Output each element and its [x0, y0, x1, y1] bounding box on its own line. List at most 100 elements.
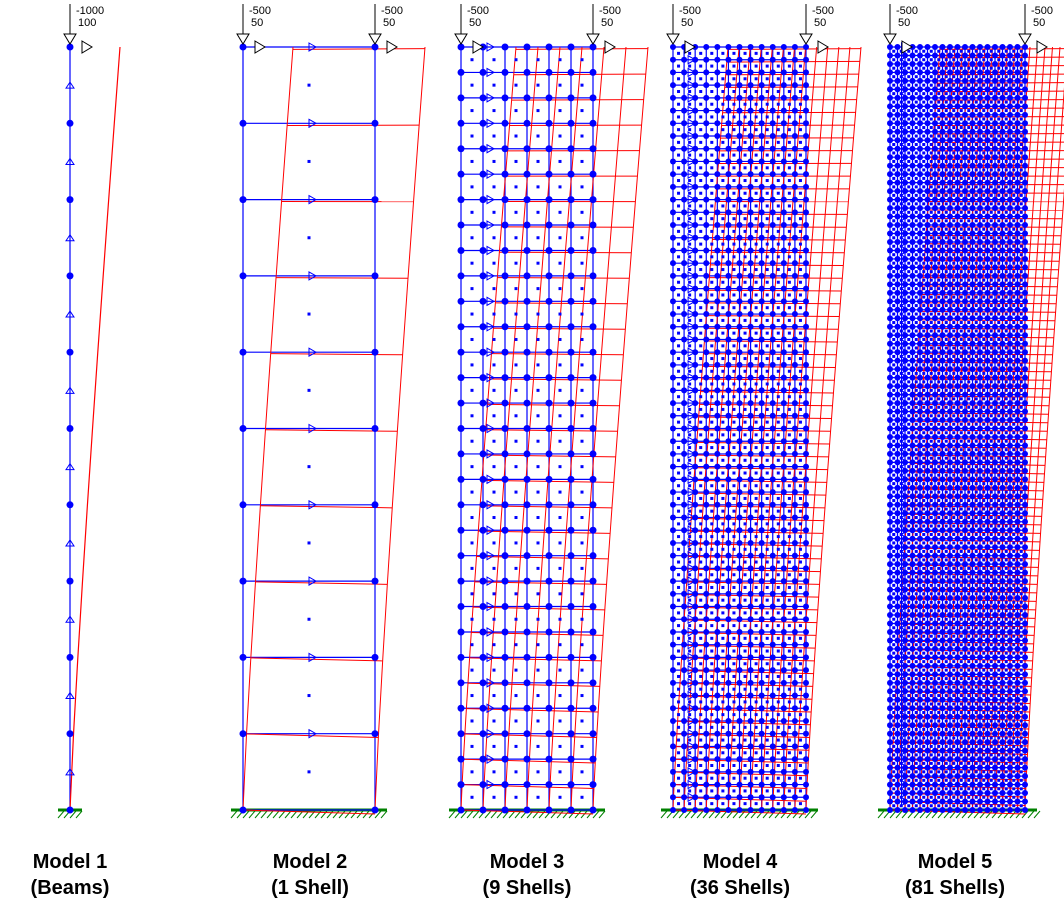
node	[947, 366, 953, 372]
shell-center	[744, 497, 747, 500]
node	[962, 620, 968, 626]
node	[703, 286, 709, 292]
node	[925, 324, 931, 330]
deformed-line	[806, 47, 861, 810]
node	[985, 680, 991, 686]
node	[910, 188, 916, 194]
node	[458, 756, 465, 763]
shell-center	[699, 739, 702, 742]
node	[940, 459, 946, 465]
node	[955, 697, 961, 703]
shell-center	[915, 228, 918, 231]
node	[770, 197, 776, 203]
shell-center	[710, 726, 713, 729]
node	[917, 256, 923, 262]
shell-center	[493, 491, 496, 494]
node	[955, 731, 961, 737]
node	[977, 688, 983, 694]
node	[748, 336, 754, 342]
node	[917, 646, 923, 652]
node	[947, 765, 953, 771]
node	[887, 468, 893, 474]
node	[770, 743, 776, 749]
node	[703, 120, 709, 126]
node	[932, 417, 938, 423]
node	[970, 476, 976, 482]
node	[917, 654, 923, 660]
shell-center	[559, 287, 562, 290]
shell-center	[1005, 58, 1008, 61]
shell-center	[721, 751, 724, 754]
shell-center	[744, 446, 747, 449]
shell-center	[990, 253, 993, 256]
ground-hatch	[1034, 811, 1040, 818]
shell-center	[982, 287, 985, 290]
node	[925, 358, 931, 364]
node	[955, 409, 961, 415]
node	[759, 515, 765, 521]
node	[725, 565, 731, 571]
shell-center	[1012, 75, 1015, 78]
node	[703, 362, 709, 368]
node	[1015, 375, 1021, 381]
shell-center	[922, 253, 925, 256]
shell-center	[997, 160, 1000, 163]
node	[1015, 44, 1021, 50]
node	[1000, 654, 1006, 660]
node	[1007, 765, 1013, 771]
node	[1000, 69, 1006, 75]
node	[1000, 773, 1006, 779]
node	[910, 290, 916, 296]
node	[910, 468, 916, 474]
node	[502, 628, 509, 635]
node	[970, 171, 976, 177]
node	[781, 743, 787, 749]
node	[970, 434, 976, 440]
node	[737, 336, 743, 342]
node	[985, 171, 991, 177]
node	[910, 103, 916, 109]
node	[480, 171, 487, 178]
node	[955, 680, 961, 686]
page: {"models": [ {"caption": "Model 1", "sub…	[0, 0, 1064, 905]
node	[917, 95, 923, 101]
shell-center	[688, 255, 691, 258]
node	[714, 222, 720, 228]
shell-center	[710, 739, 713, 742]
shell-center	[710, 637, 713, 640]
shell-center	[471, 262, 474, 265]
shell-center	[766, 255, 769, 258]
shell-center	[581, 541, 584, 544]
node	[955, 197, 961, 203]
shell-center	[471, 745, 474, 748]
node	[240, 425, 247, 432]
node	[895, 502, 901, 508]
node	[1022, 86, 1028, 92]
node	[955, 222, 961, 228]
node	[1022, 536, 1028, 542]
node	[737, 553, 743, 559]
node	[895, 129, 901, 135]
node	[770, 540, 776, 546]
shell-center	[907, 253, 910, 256]
shell-center	[559, 491, 562, 494]
load-label: 50	[601, 17, 613, 29]
node	[992, 739, 998, 745]
node	[792, 235, 798, 241]
node	[759, 731, 765, 737]
shell-center	[1020, 143, 1023, 146]
node	[955, 570, 961, 576]
shell-center	[688, 293, 691, 296]
shell-center	[766, 306, 769, 309]
shell-center	[907, 219, 910, 222]
node	[887, 129, 893, 135]
shell-center	[688, 166, 691, 169]
node	[703, 413, 709, 419]
shell-center	[766, 713, 769, 716]
shell-center	[1012, 143, 1015, 146]
shell-center	[559, 84, 562, 87]
node	[1007, 86, 1013, 92]
node	[955, 637, 961, 643]
shell-center	[915, 109, 918, 112]
node	[681, 629, 687, 635]
